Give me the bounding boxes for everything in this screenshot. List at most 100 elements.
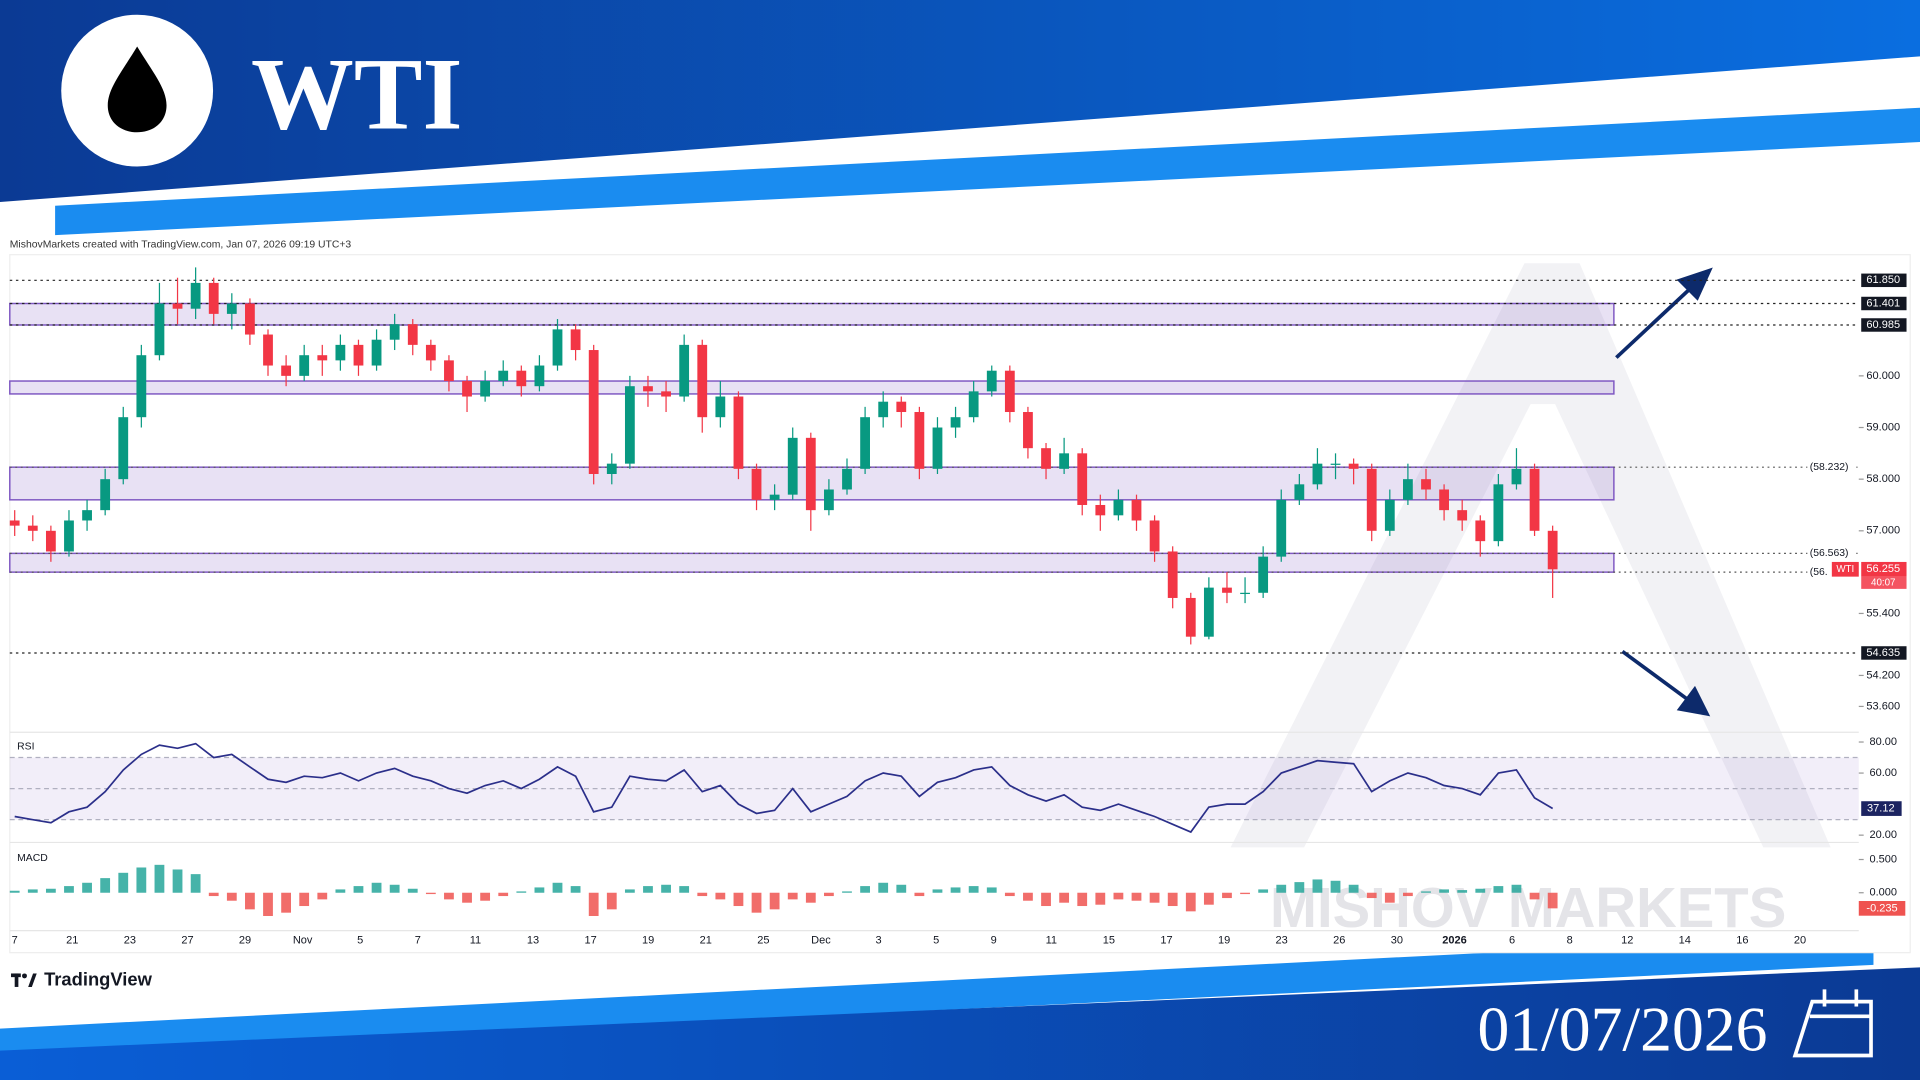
marked-level-label: (58.232) [1810, 462, 1849, 473]
macd-bar [1203, 892, 1214, 905]
page-title: WTI [251, 38, 462, 152]
macd-bar [552, 882, 563, 893]
candle-body [1547, 530, 1558, 570]
x-tick-label: 14 [1679, 934, 1691, 946]
macd-bar [950, 887, 961, 893]
macd-bar [697, 892, 708, 897]
macd-bar [1348, 884, 1359, 893]
candle-body [1475, 520, 1486, 542]
macd-bar [1294, 882, 1305, 893]
level-label: 61.850 [1866, 274, 1900, 286]
macd-bar [643, 886, 653, 893]
candle-body [82, 510, 92, 521]
macd-bar [805, 892, 816, 903]
macd-bar [118, 872, 129, 893]
macd-bar [281, 892, 291, 913]
x-tick-label: 9 [991, 934, 997, 946]
macd-bar [606, 892, 617, 910]
symbol-tag [1831, 561, 1859, 577]
marked-level-label: (56. [1810, 567, 1828, 578]
x-tick-label: 2026 [1442, 934, 1467, 946]
candle-body [896, 401, 907, 413]
chart-frame [9, 254, 1911, 954]
macd-bar [1312, 879, 1323, 893]
macd-bar [787, 892, 798, 900]
candle-body [805, 437, 816, 511]
candle-body [516, 370, 527, 387]
level-label: 54.635 [1866, 647, 1900, 659]
calendar-icon [1792, 989, 1873, 1058]
macd-bar [715, 892, 726, 900]
y-tick-label: 55.400 [1866, 607, 1900, 619]
x-tick-label: 12 [1621, 934, 1633, 946]
x-tick-label: 5 [933, 934, 939, 946]
y-tick-label: 53.600 [1866, 700, 1900, 712]
date-label: 01/07/2026 [1477, 994, 1767, 1065]
candle-body [570, 329, 581, 351]
candle-body [1403, 479, 1413, 500]
rsi-line [14, 742, 1554, 834]
countdown-box [1861, 576, 1907, 589]
tradingview-icon [11, 973, 37, 987]
candle-body [1276, 499, 1287, 557]
y-tick-label: 58.000 [1866, 473, 1900, 485]
candle-body [1312, 463, 1323, 485]
level-label-box [1861, 646, 1907, 660]
x-tick-label: 3 [875, 934, 881, 946]
macd-bar [534, 887, 545, 893]
macd-bar [208, 892, 219, 897]
macd-bar [389, 884, 400, 893]
x-tick-label: 29 [239, 934, 251, 946]
macd-bar [1113, 892, 1124, 900]
candle-body [154, 303, 165, 356]
macd-bar [1384, 892, 1395, 903]
footer-band [0, 967, 1920, 1080]
macd-bar [842, 891, 852, 893]
candle-body [914, 412, 925, 469]
candle-body [842, 468, 852, 490]
macd-bar [1366, 892, 1377, 899]
candle-body [317, 355, 328, 361]
macd-bar [860, 886, 870, 893]
x-tick-label: 23 [1276, 934, 1288, 946]
macd-bar [1095, 892, 1106, 905]
macd-bar [154, 864, 165, 893]
macd-bar [462, 892, 472, 903]
candle-body [1023, 412, 1033, 449]
macd-bar [1330, 880, 1341, 893]
candle-body [624, 386, 635, 464]
x-tick-label: 21 [66, 934, 78, 946]
x-tick-label: 26 [1333, 934, 1345, 946]
macd-bar [498, 892, 509, 897]
macd-bar [45, 888, 56, 893]
candle-body [498, 370, 509, 382]
countdown: 40:07 [1871, 577, 1895, 588]
macd-bar [896, 884, 907, 893]
macd-bar [335, 889, 346, 893]
candle-body [1421, 479, 1431, 490]
candle-body [1529, 468, 1540, 531]
macd-bar [588, 892, 599, 916]
marked-level-bg [1807, 461, 1857, 474]
level-label: 61.401 [1866, 297, 1900, 309]
footer-strip [0, 933, 1874, 1056]
macd-bar [299, 892, 310, 907]
macd-bar [172, 869, 183, 893]
candle-body [1493, 484, 1504, 542]
x-tick-label: 16 [1736, 934, 1748, 946]
macd-bar [1511, 884, 1522, 893]
macd-bar [932, 889, 943, 893]
macd-bar [661, 884, 671, 893]
macd-bar [1439, 889, 1449, 893]
candle-body [606, 463, 617, 474]
candle-body [1004, 370, 1015, 413]
y-tick-label: 20.00 [1869, 829, 1897, 841]
y-tick-label: 60.00 [1869, 767, 1897, 779]
macd-bar [570, 886, 581, 893]
attribution: MishovMarkets created with TradingView.c… [10, 239, 352, 250]
macd-bar [1131, 892, 1142, 901]
candle-body [697, 344, 708, 418]
x-tick-label: 25 [757, 934, 769, 946]
